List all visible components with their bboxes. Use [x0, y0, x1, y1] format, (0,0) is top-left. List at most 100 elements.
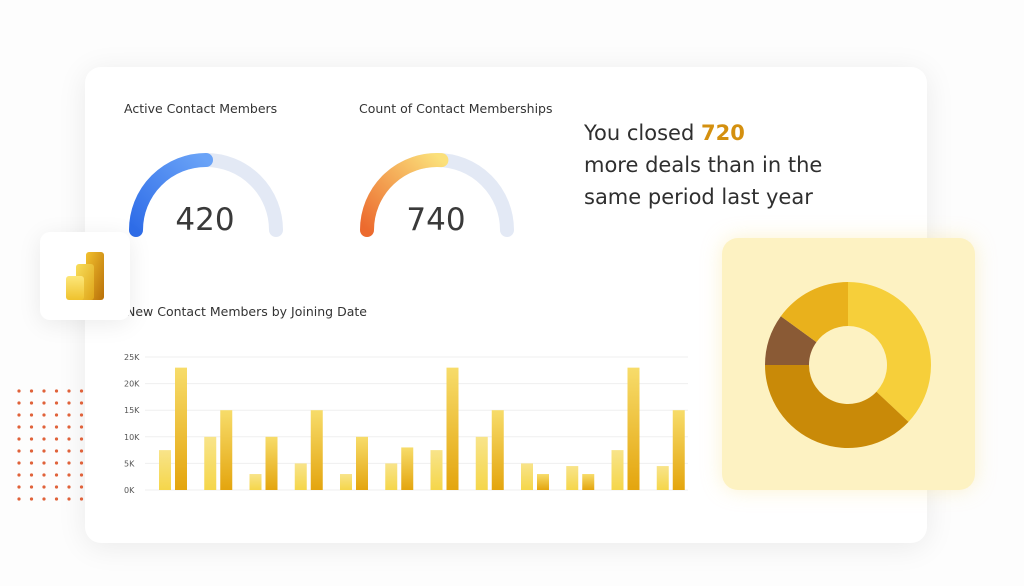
y-tick-label: 20K — [124, 380, 140, 389]
bar — [220, 410, 233, 490]
dot — [17, 401, 21, 405]
logo-tile — [40, 232, 130, 320]
dot — [29, 413, 34, 417]
dot — [17, 461, 21, 465]
dot — [42, 413, 46, 417]
dot — [79, 389, 84, 393]
dot — [79, 497, 84, 501]
dot — [79, 485, 84, 489]
dot — [29, 449, 34, 453]
bar — [401, 447, 414, 490]
headline-line2: more deals than in the — [584, 153, 823, 177]
headline-line3: same period last year — [584, 185, 813, 209]
dot — [67, 473, 71, 477]
dot — [42, 437, 46, 441]
bar — [356, 436, 368, 490]
dot — [79, 449, 84, 453]
dot — [67, 485, 71, 489]
dot — [17, 449, 21, 453]
bar — [385, 463, 398, 490]
dot — [29, 437, 34, 441]
gauge-memberships — [360, 153, 514, 237]
bar — [582, 474, 595, 490]
bar — [672, 410, 685, 490]
bar — [175, 367, 187, 490]
dot — [17, 473, 21, 477]
dot — [54, 389, 59, 393]
dot — [54, 473, 59, 477]
gauge-title-memberships: Count of Contact Memberships — [359, 101, 553, 116]
dot — [17, 389, 21, 393]
power-bi-logo-icon — [66, 252, 104, 300]
dot — [29, 473, 34, 477]
bar — [521, 463, 533, 490]
dot — [54, 461, 59, 465]
bar — [491, 410, 504, 490]
dot — [54, 401, 59, 405]
bar — [656, 466, 669, 490]
gauge-value-memberships: 740 — [406, 202, 466, 238]
dot — [67, 449, 71, 453]
dot — [79, 413, 84, 417]
dot — [67, 461, 71, 465]
y-tick-label: 25K — [124, 353, 140, 362]
bar — [566, 466, 579, 490]
dot — [54, 497, 59, 501]
decorative-dot-grid — [17, 389, 84, 501]
bar — [310, 410, 323, 490]
dot — [17, 485, 21, 489]
donut-slice — [848, 282, 931, 422]
dot — [29, 389, 34, 393]
dot — [17, 425, 21, 429]
bar — [446, 367, 459, 490]
donut-panel — [722, 238, 975, 490]
dot — [29, 485, 34, 489]
y-tick-label: 5K — [124, 459, 135, 468]
dot — [29, 401, 34, 405]
dot — [79, 473, 84, 477]
dot — [54, 485, 59, 489]
dot — [42, 425, 46, 429]
y-tick-label: 10K — [124, 433, 140, 442]
gauge-fill — [360, 153, 449, 237]
dot — [79, 401, 84, 405]
gauge-fill — [129, 153, 213, 237]
donut-slice — [765, 316, 817, 365]
dot — [67, 437, 71, 441]
dot — [79, 425, 84, 429]
gauge-active-members — [129, 153, 283, 237]
headline-text: You closed 720 more deals than in the sa… — [584, 117, 822, 213]
gauge-value-active-members: 420 — [175, 202, 235, 238]
bar — [340, 474, 352, 490]
dot — [54, 437, 59, 441]
donut-chart — [765, 282, 931, 448]
bar — [430, 450, 443, 490]
gauge-title-active-members: Active Contact Members — [124, 101, 278, 116]
dot — [54, 413, 59, 417]
bar — [159, 450, 171, 490]
dot — [67, 389, 71, 393]
dot — [42, 473, 46, 477]
bar — [249, 474, 262, 490]
dot — [54, 425, 59, 429]
dot — [29, 425, 34, 429]
bar-chart-title: New Contact Members by Joining Date — [126, 304, 367, 319]
dot — [67, 401, 71, 405]
dot — [42, 497, 46, 501]
dot — [79, 437, 84, 441]
dot — [42, 401, 46, 405]
dot — [54, 449, 59, 453]
dot — [29, 461, 34, 465]
dot — [67, 497, 71, 501]
dot — [79, 461, 84, 465]
bar — [204, 436, 217, 490]
donut-slice — [765, 365, 909, 448]
bar — [611, 450, 624, 490]
bar-chart: 0K 5K 10K 15K 20K 25K — [124, 353, 688, 495]
bar — [627, 367, 640, 490]
bar — [294, 463, 307, 490]
bar — [265, 436, 278, 490]
y-tick-label: 15K — [124, 406, 140, 415]
dot — [42, 449, 46, 453]
dot — [17, 413, 21, 417]
